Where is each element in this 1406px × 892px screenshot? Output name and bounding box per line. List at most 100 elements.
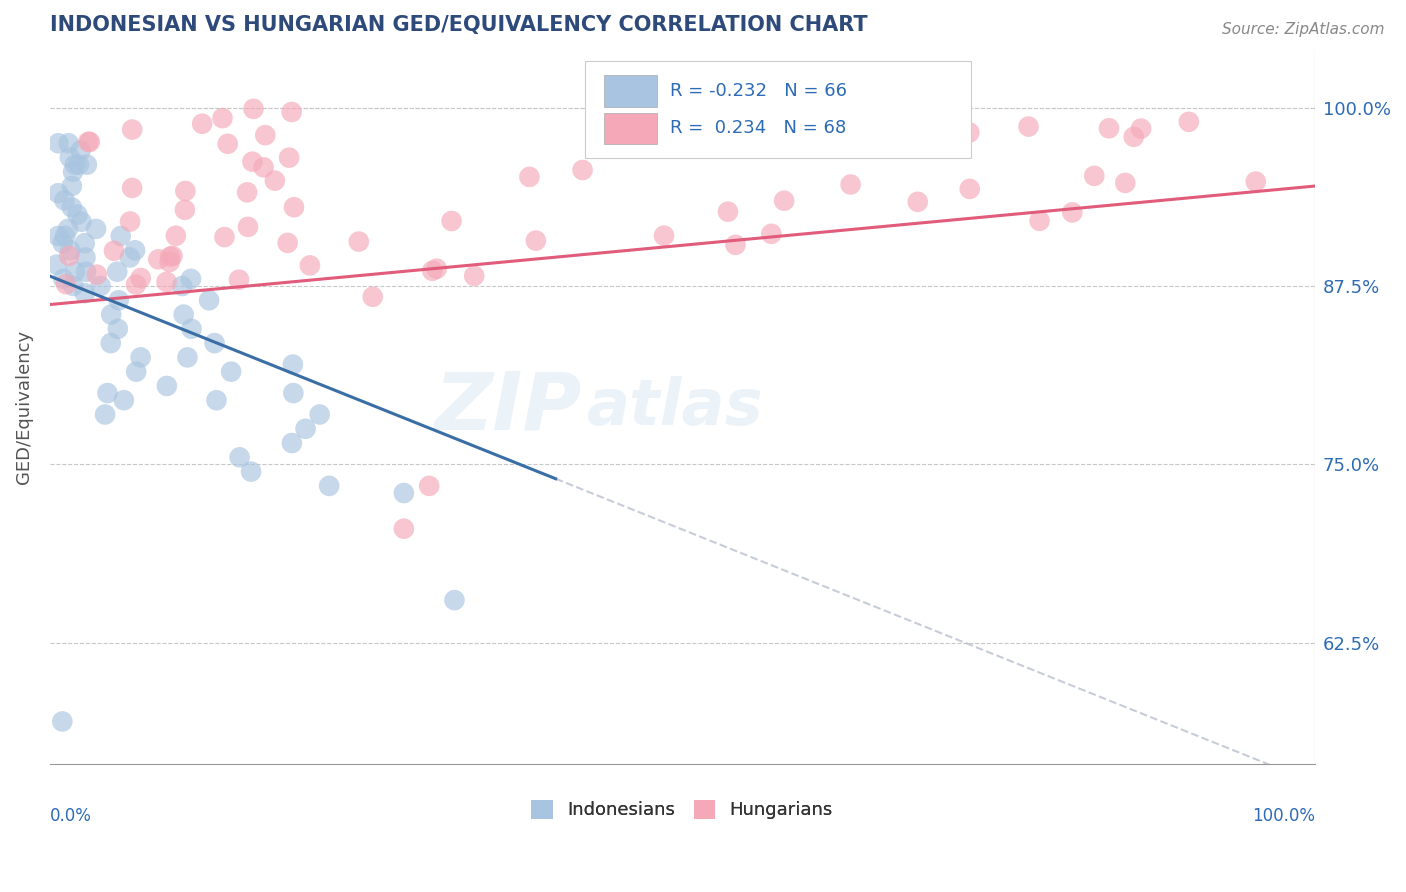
Text: Source: ZipAtlas.com: Source: ZipAtlas.com [1222, 22, 1385, 37]
Point [176, 351, 198, 365]
Point [252, 161, 274, 175]
Point [1130, 121, 1153, 136]
Point [217, 136, 239, 151]
Point [957, 126, 980, 140]
Point [652, 228, 675, 243]
Point [96, 386, 118, 401]
Text: R =  0.234   N = 68: R = 0.234 N = 68 [669, 120, 846, 137]
Point [90, 279, 112, 293]
Point [125, 277, 148, 292]
Point [294, 422, 316, 436]
Point [59, 244, 82, 258]
Point [277, 235, 299, 250]
Point [59, 151, 82, 165]
Point [519, 169, 541, 184]
Point [173, 202, 195, 217]
Point [76, 158, 98, 172]
Point [159, 255, 181, 269]
Point [361, 290, 384, 304]
Point [254, 128, 277, 143]
Point [75, 265, 97, 279]
Point [524, 234, 547, 248]
Point [283, 200, 305, 214]
Point [426, 261, 449, 276]
Point [52, 272, 75, 286]
Point [172, 279, 194, 293]
Point [1122, 129, 1144, 144]
Point [392, 522, 415, 536]
Point [724, 237, 747, 252]
Point [156, 379, 179, 393]
Point [110, 229, 132, 244]
Y-axis label: GED/Equivalency: GED/Equivalency [15, 330, 32, 484]
Point [84, 222, 107, 236]
Point [56, 222, 79, 236]
Point [240, 465, 263, 479]
Point [63, 158, 86, 172]
Point [107, 293, 129, 308]
Point [1083, 169, 1105, 183]
Point [180, 322, 202, 336]
Point [571, 163, 593, 178]
Point [173, 308, 195, 322]
Point [162, 249, 184, 263]
Point [155, 275, 177, 289]
Point [198, 293, 221, 308]
Point [717, 204, 740, 219]
Point [898, 128, 921, 142]
Point [53, 194, 76, 208]
Point [191, 117, 214, 131]
Point [278, 151, 301, 165]
Point [422, 264, 444, 278]
Point [73, 236, 96, 251]
Text: INDONESIAN VS HUNGARIAN GED/EQUIVALENCY CORRELATION CHART: INDONESIAN VS HUNGARIAN GED/EQUIVALENCY … [49, 15, 868, 35]
Point [418, 479, 440, 493]
Point [761, 227, 783, 241]
Point [62, 279, 84, 293]
Point [873, 140, 896, 154]
Point [148, 252, 170, 267]
Point [67, 158, 90, 172]
Point [443, 593, 465, 607]
Point [48, 136, 70, 151]
Point [66, 208, 89, 222]
Point [60, 201, 83, 215]
Point [129, 351, 152, 365]
Point [63, 265, 86, 279]
Point [219, 365, 242, 379]
Point [347, 235, 370, 249]
Point [94, 408, 117, 422]
Point [392, 486, 415, 500]
Point [165, 228, 187, 243]
Point [70, 215, 93, 229]
Point [318, 479, 340, 493]
Point [86, 268, 108, 282]
Point [242, 154, 264, 169]
FancyBboxPatch shape [603, 76, 657, 107]
Point [107, 322, 129, 336]
Point [1114, 176, 1136, 190]
Point [204, 336, 226, 351]
Point [1098, 121, 1121, 136]
Point [77, 135, 100, 149]
Text: 100.0%: 100.0% [1251, 807, 1315, 825]
Point [308, 408, 330, 422]
Text: 0.0%: 0.0% [49, 807, 91, 825]
Point [100, 308, 122, 322]
Point [281, 358, 304, 372]
Point [1244, 175, 1267, 189]
Point [228, 273, 250, 287]
FancyBboxPatch shape [585, 62, 970, 158]
Point [53, 229, 76, 244]
Point [129, 271, 152, 285]
Text: ZIP: ZIP [433, 368, 581, 446]
Point [463, 268, 485, 283]
Point [959, 182, 981, 196]
Text: R = -0.232   N = 66: R = -0.232 N = 66 [669, 82, 846, 100]
Point [124, 244, 146, 258]
Point [120, 214, 142, 228]
Point [112, 393, 135, 408]
FancyBboxPatch shape [603, 112, 657, 144]
Point [121, 181, 143, 195]
Point [55, 277, 77, 292]
